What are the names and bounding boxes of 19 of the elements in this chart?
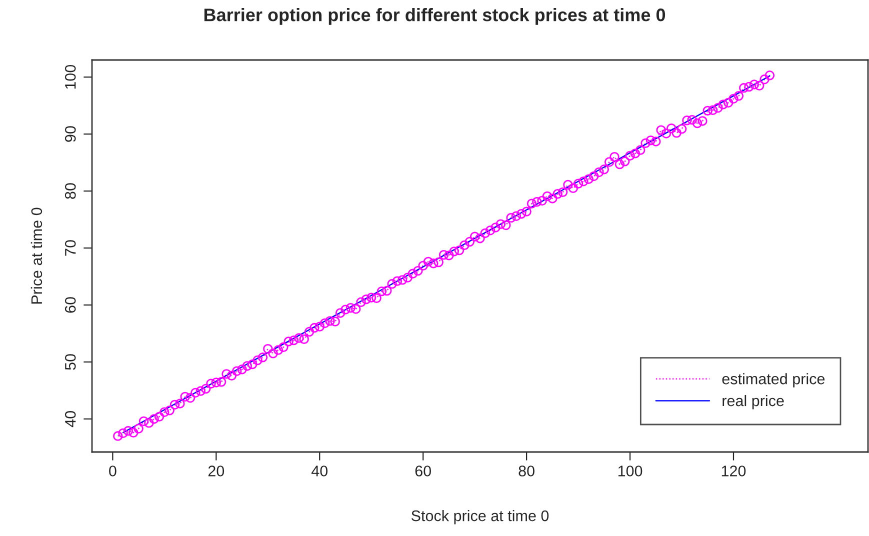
legend-label: estimated price	[722, 373, 825, 388]
x-tick-label: 120	[722, 466, 746, 476]
y-tick-label: 90	[64, 126, 76, 142]
x-tick-label: 60	[415, 466, 431, 476]
x-tick-label: 0	[109, 466, 116, 476]
x-tick-label: 80	[518, 466, 534, 476]
y-tick-label: 50	[64, 354, 76, 370]
legend-label: real price	[722, 394, 784, 410]
y-tick-label: 100	[64, 64, 76, 89]
x-tick-label: 20	[208, 466, 224, 476]
y-tick-label: 70	[64, 240, 76, 256]
y-tick-label: 60	[64, 297, 76, 313]
y-tick-label: 40	[64, 411, 76, 428]
x-tick-label: 40	[311, 466, 328, 476]
x-axis-title: Stock price at time 0	[411, 510, 549, 524]
x-tick-label: 100	[618, 466, 642, 476]
chart-title: Barrier option price for different stock prices at time 0	[204, 8, 666, 25]
y-axis-title: Price at time 0	[30, 208, 42, 304]
y-tick-label: 80	[64, 183, 76, 199]
